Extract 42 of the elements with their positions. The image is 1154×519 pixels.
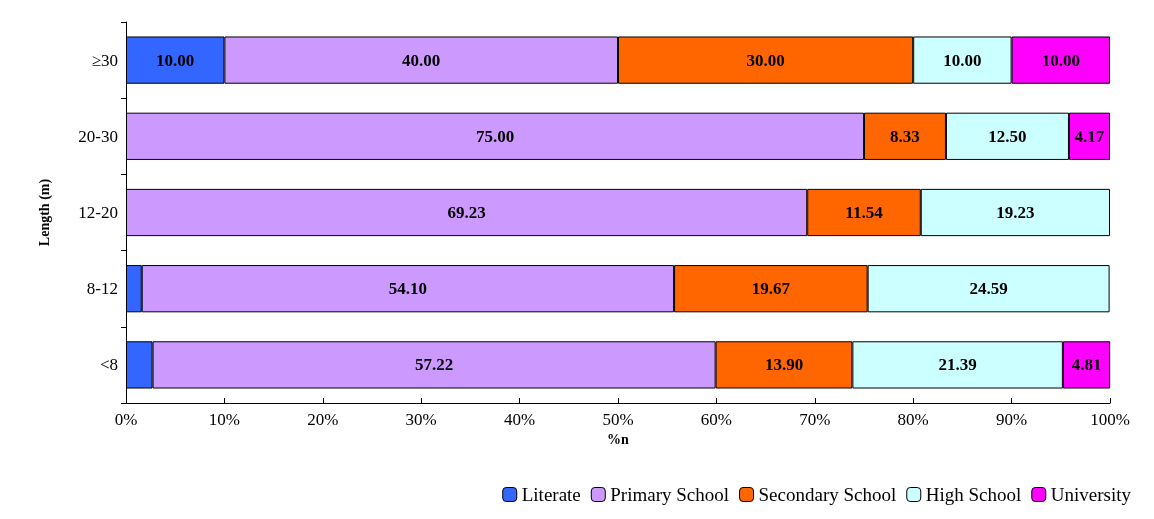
data-label: 30.00 <box>746 50 785 70</box>
x-tick-label: 0% <box>114 410 138 429</box>
legend-label: Secondary School <box>758 484 897 505</box>
data-label: 13.90 <box>764 355 804 375</box>
x-tick-label: 50% <box>602 410 634 429</box>
legend-label: University <box>1050 484 1132 505</box>
x-tick-label: 70% <box>799 410 831 429</box>
y-tick-label: ≥30 <box>91 50 118 70</box>
x-tick-label: 100% <box>1090 410 1130 429</box>
y-tick-label: <8 <box>99 355 118 375</box>
x-tick-label: 80% <box>897 410 929 429</box>
legend-label: Primary School <box>610 484 730 505</box>
data-label: 57.22 <box>414 355 454 375</box>
y-axis-title: Length (m) <box>36 178 53 247</box>
y-tick-label: 12-20 <box>78 203 118 222</box>
data-label: 10.00 <box>943 50 982 70</box>
data-label: 11.54 <box>845 203 884 222</box>
data-label: 4.81 <box>1071 355 1102 375</box>
data-label: 4.17 <box>1074 126 1105 146</box>
x-tick-label: 20% <box>307 410 339 429</box>
data-label: 19.67 <box>751 279 791 299</box>
x-tick-label: 90% <box>996 410 1028 429</box>
data-label: 12.50 <box>988 126 1027 146</box>
data-label: 75.00 <box>475 126 515 146</box>
x-tick-label: 30% <box>405 410 437 429</box>
x-axis-title: %n <box>607 432 630 448</box>
data-label: 10.00 <box>1041 50 1080 70</box>
data-label: 24.59 <box>969 279 1008 299</box>
x-tick-label: 10% <box>208 410 240 429</box>
x-tick-label: 60% <box>700 410 732 429</box>
data-label: 8.33 <box>890 126 920 146</box>
data-label: 10.00 <box>156 50 195 70</box>
data-label: 21.39 <box>938 355 977 375</box>
data-label: 19.23 <box>996 203 1035 222</box>
data-label: 69.23 <box>447 203 486 222</box>
data-label: 40.00 <box>402 50 441 70</box>
legend-label: High School <box>925 484 1022 505</box>
data-label: 54.10 <box>388 279 428 299</box>
y-tick-label: 8-12 <box>86 279 118 299</box>
legend-label: Literate <box>521 484 581 505</box>
x-tick-label: 40% <box>504 410 536 429</box>
y-tick-label: 20-30 <box>78 126 118 146</box>
